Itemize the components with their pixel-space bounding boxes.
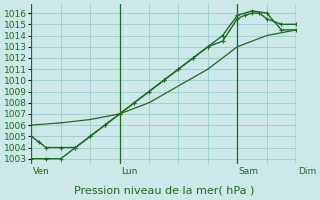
- Text: Dim: Dim: [298, 167, 316, 176]
- Text: Lun: Lun: [121, 167, 138, 176]
- X-axis label: Pression niveau de la mer( hPa ): Pression niveau de la mer( hPa ): [74, 186, 254, 196]
- Text: Ven: Ven: [33, 167, 50, 176]
- Text: Sam: Sam: [239, 167, 259, 176]
